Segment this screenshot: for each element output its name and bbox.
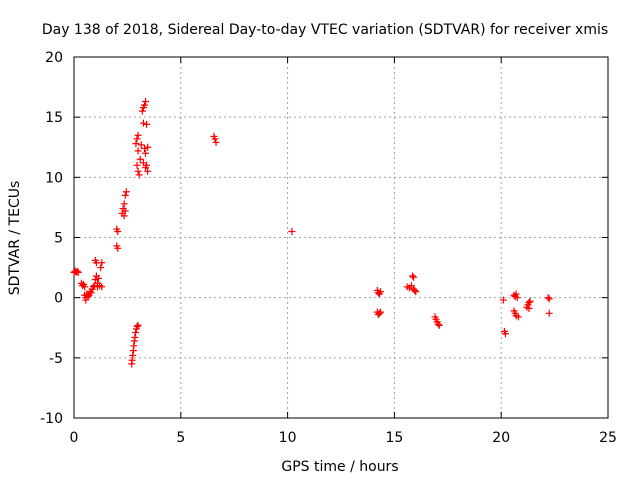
- data-point: [140, 101, 148, 109]
- data-point: [499, 296, 507, 304]
- y-tick-label: -10: [40, 411, 63, 427]
- data-point: [143, 120, 151, 128]
- data-point: [132, 329, 140, 337]
- data-point: [84, 292, 92, 300]
- data-point: [140, 144, 148, 152]
- data-point: [98, 259, 106, 267]
- data-point: [73, 267, 81, 275]
- data-point: [212, 138, 220, 146]
- data-point: [513, 294, 521, 302]
- data-point: [377, 288, 385, 296]
- y-tick-label: 15: [45, 110, 63, 126]
- data-point: [97, 264, 105, 272]
- x-tick-label: 0: [70, 430, 79, 446]
- data-point: [525, 304, 533, 312]
- data-point: [135, 171, 143, 179]
- data-point: [133, 323, 141, 331]
- y-tick-label: 20: [45, 50, 63, 66]
- data-point: [134, 167, 142, 175]
- data-point: [134, 147, 142, 155]
- data-point: [82, 296, 90, 304]
- data-point: [544, 294, 552, 302]
- data-point: [129, 351, 137, 359]
- data-point: [144, 167, 152, 175]
- data-point: [142, 149, 150, 157]
- data-point: [74, 268, 82, 276]
- data-point: [95, 274, 103, 282]
- x-tick-label: 25: [599, 430, 617, 446]
- data-point: [288, 227, 296, 235]
- data-point: [121, 207, 129, 215]
- x-tick-label: 20: [492, 430, 510, 446]
- y-tick-label: 10: [45, 170, 63, 186]
- data-point: [412, 288, 420, 296]
- data-point: [375, 309, 383, 317]
- data-point: [122, 188, 130, 196]
- data-point: [114, 244, 122, 252]
- data-point: [128, 356, 136, 364]
- data-point: [134, 131, 142, 139]
- data-point: [131, 333, 139, 341]
- data-point: [142, 164, 150, 172]
- data-point: [120, 200, 128, 208]
- data-point: [139, 119, 147, 127]
- data-points: [70, 98, 553, 368]
- data-point: [526, 297, 534, 305]
- x-tick-label: 15: [385, 430, 403, 446]
- data-point: [411, 286, 419, 294]
- data-point: [211, 135, 219, 143]
- data-point: [525, 298, 533, 306]
- data-point: [407, 282, 415, 290]
- data-point: [136, 155, 144, 163]
- data-point: [133, 161, 141, 169]
- data-point: [137, 141, 145, 149]
- y-tick-label: 0: [54, 291, 63, 307]
- data-point: [133, 135, 141, 143]
- data-point: [130, 342, 138, 350]
- data-point: [514, 313, 522, 321]
- data-point: [409, 272, 417, 280]
- data-point: [144, 143, 152, 151]
- y-tick-label: 5: [54, 231, 63, 247]
- data-point: [98, 283, 106, 291]
- y-axis-title: SDTVAR / TECUs: [7, 181, 23, 296]
- data-point: [545, 309, 553, 317]
- data-point: [121, 191, 129, 199]
- data-point: [114, 227, 122, 235]
- data-point: [139, 159, 147, 167]
- data-point: [545, 295, 553, 303]
- y-tick-label: -5: [49, 351, 63, 367]
- data-point: [434, 320, 442, 328]
- data-point: [132, 140, 140, 148]
- data-point: [91, 276, 99, 284]
- x-tick-label: 10: [279, 430, 297, 446]
- x-axis-title: GPS time / hours: [281, 459, 398, 475]
- data-point: [142, 98, 150, 106]
- data-point: [87, 289, 95, 297]
- data-point: [138, 107, 146, 115]
- data-point: [120, 212, 128, 220]
- chart-title: Day 138 of 2018, Sidereal Day-to-day VTE…: [42, 22, 608, 38]
- data-point: [377, 308, 385, 316]
- data-point: [81, 283, 89, 291]
- data-point: [410, 273, 418, 281]
- data-point: [512, 290, 520, 298]
- axis-ticks: 0 5 10 15 20 25 -10 -5 0 5 10 15 20: [40, 50, 617, 446]
- x-tick-label: 5: [176, 430, 185, 446]
- data-point: [435, 321, 443, 329]
- data-point: [134, 321, 142, 329]
- data-point: [501, 330, 509, 338]
